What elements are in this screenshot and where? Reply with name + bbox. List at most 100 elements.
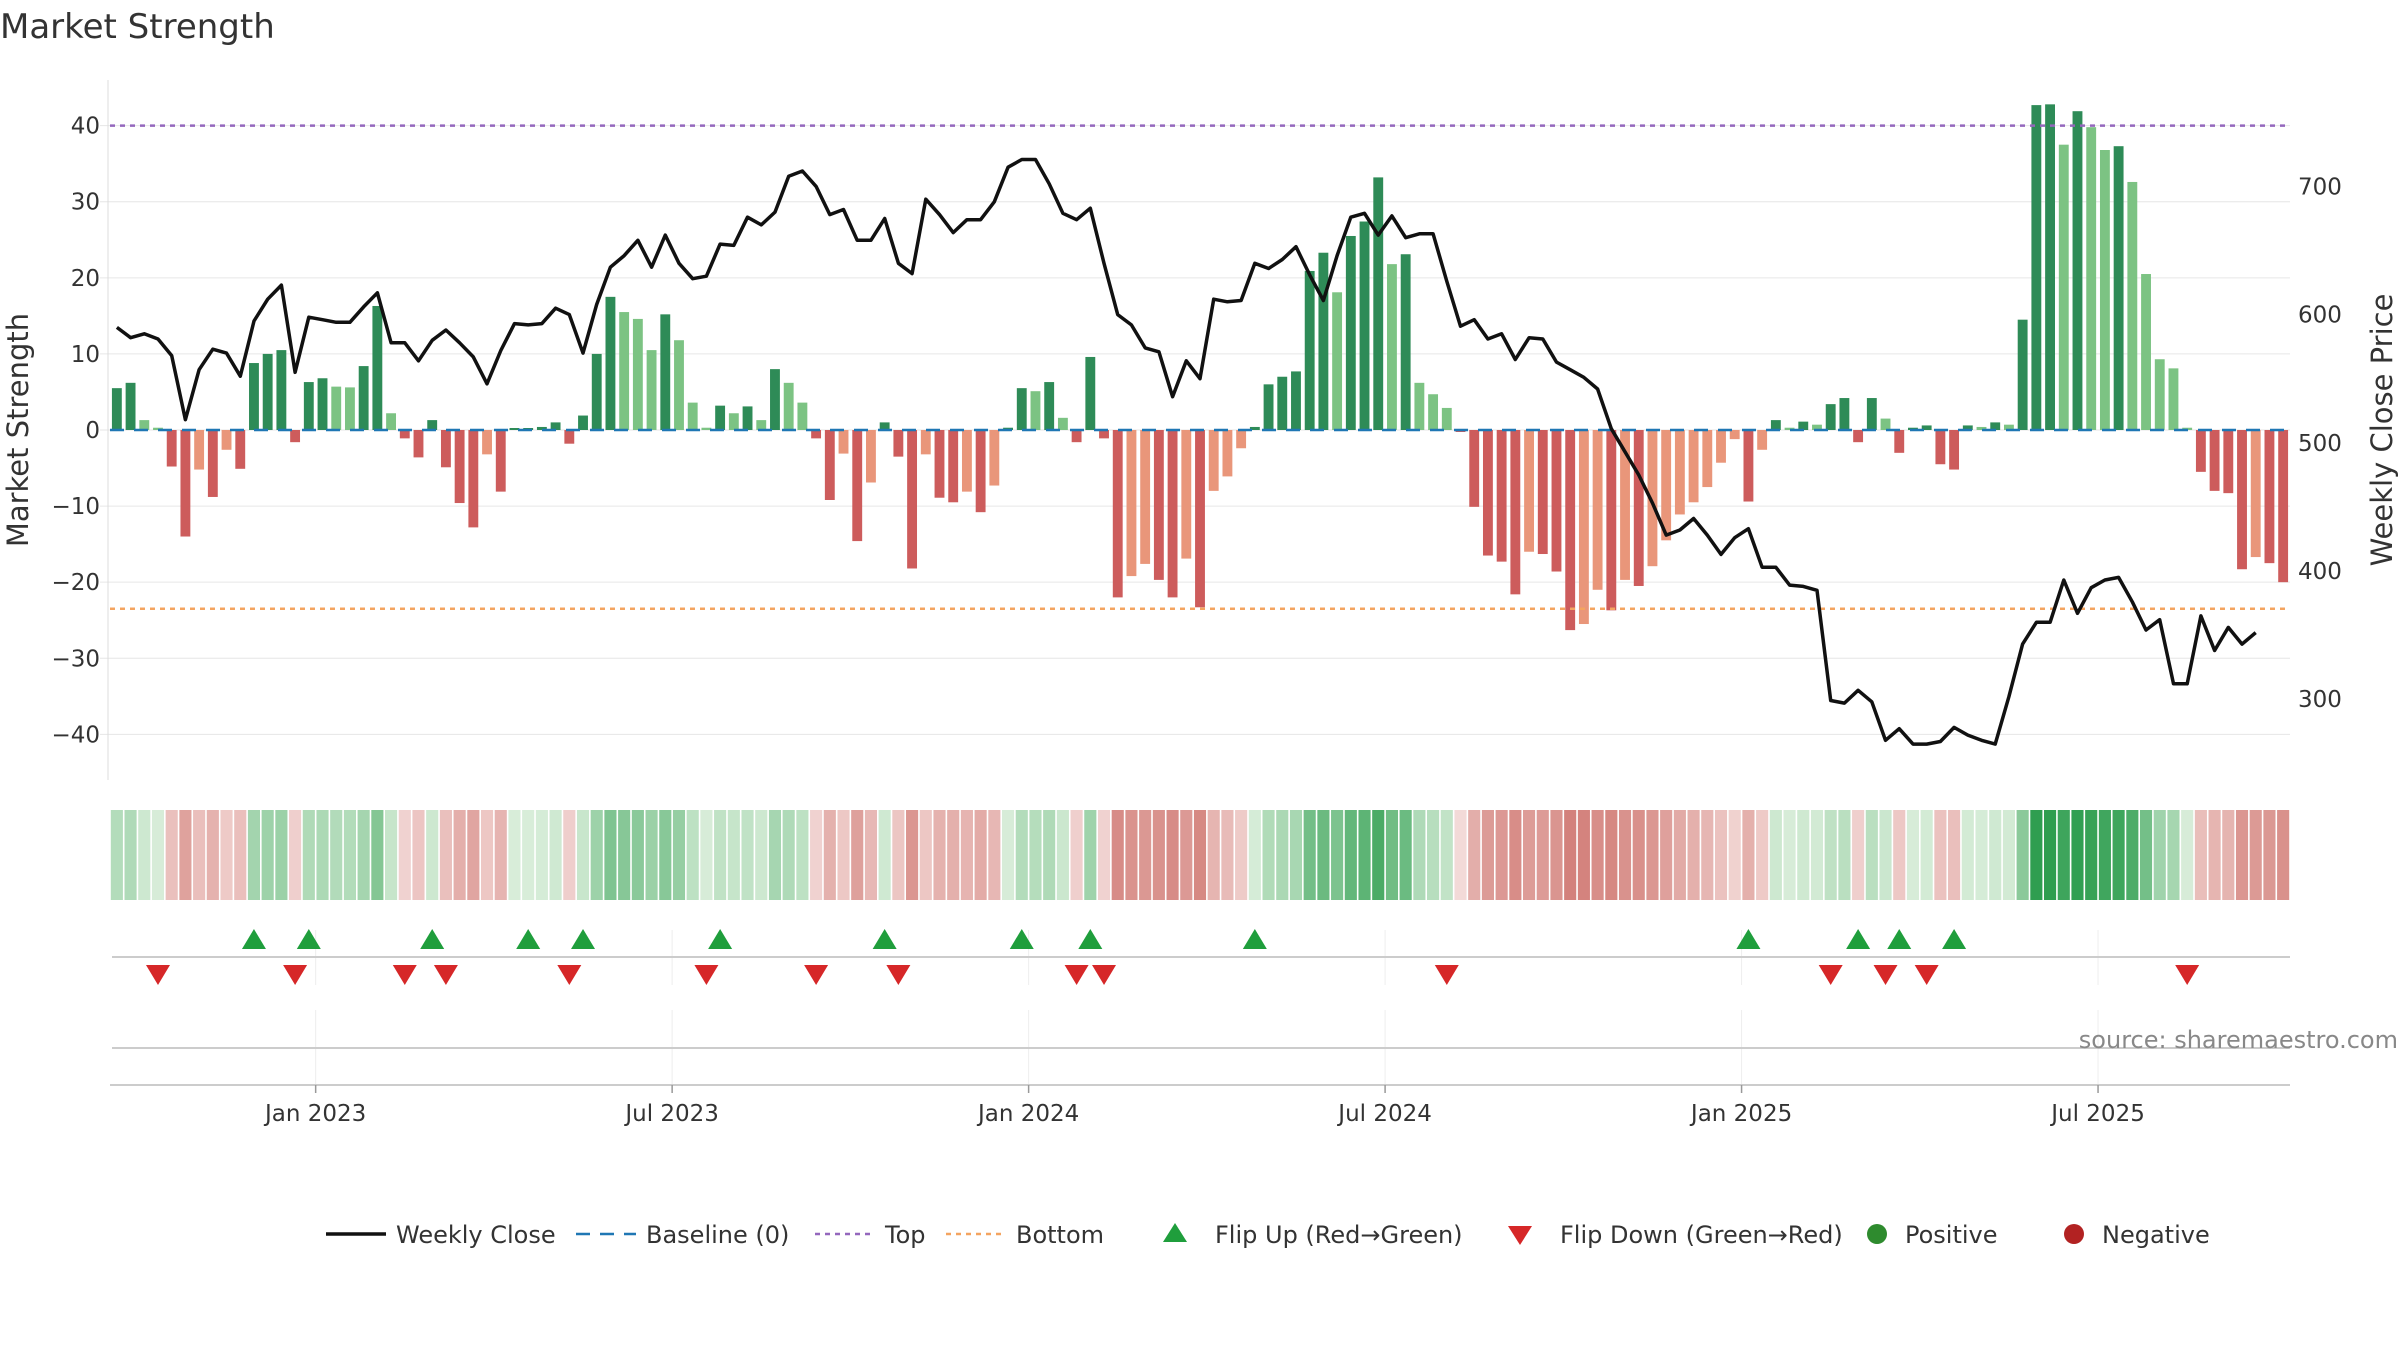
strength-bar [824, 430, 835, 500]
strength-bar [1291, 371, 1301, 430]
strength-bar [331, 386, 342, 430]
strength-bar [2278, 430, 2289, 583]
legend-swatch [1867, 1224, 1887, 1244]
legend-item-flipup: Flip Up (Red→Green) [1163, 1221, 1463, 1249]
heat-cell [1564, 810, 1577, 900]
strength-bar [920, 430, 931, 455]
chart-title: Market Strength [0, 7, 275, 47]
heat-cell [151, 810, 165, 900]
strength-bar [317, 378, 328, 430]
heat-cell [275, 810, 288, 900]
heat-cell [426, 810, 439, 900]
heat-cell [1536, 810, 1549, 900]
heat-cell [2126, 810, 2139, 900]
legend-item-baseline: Baseline (0) [576, 1221, 789, 1249]
heat-cell [1783, 810, 1796, 900]
heat-cell [1276, 810, 1289, 900]
heat-cell [1084, 810, 1097, 900]
legend-label: Bottom [1016, 1221, 1104, 1249]
heat-cell [892, 810, 905, 900]
heat-cell [2002, 810, 2015, 900]
heat-cell [1111, 810, 1124, 900]
flip-down-marker [1092, 965, 1117, 985]
strength-bar [1263, 384, 1274, 430]
strength-bar [1044, 382, 1055, 430]
heat-cell [247, 810, 261, 900]
heat-cell [535, 810, 548, 900]
flip-down-marker [392, 965, 417, 985]
strength-bar [2237, 430, 2247, 570]
heat-cell [1797, 810, 1810, 900]
heat-cell [1207, 810, 1220, 900]
heat-cell [124, 810, 137, 900]
heat-cell [1440, 810, 1453, 900]
heat-cell [727, 810, 740, 900]
x-tick-label: Jul 2024 [1336, 1101, 1432, 1127]
strength-bar [1551, 430, 1562, 572]
heat-cell [919, 810, 932, 900]
heat-cell [590, 810, 603, 900]
heat-cell [2071, 810, 2084, 900]
strength-bar [1674, 430, 1685, 515]
strength-bar [1153, 430, 1164, 580]
strength-bar [811, 430, 822, 439]
strength-bar [509, 428, 520, 430]
strength-bar [907, 430, 918, 569]
heat-cell [1673, 810, 1686, 900]
strength-bar [1770, 420, 1781, 430]
strength-bar [249, 363, 259, 430]
strength-bar [632, 318, 643, 430]
strength-bar [1222, 430, 1233, 477]
strength-bar [399, 430, 410, 439]
strength-bar [1716, 430, 1726, 463]
strength-bar [2223, 430, 2234, 494]
heat-cell [1865, 810, 1878, 900]
heat-cell [1893, 810, 1906, 900]
heat-cell [755, 810, 768, 900]
heat-cell [686, 810, 699, 900]
strength-bar [1208, 430, 1219, 491]
heat-cell [1331, 810, 1344, 900]
strength-bar [934, 430, 945, 498]
strength-bar [1921, 425, 1932, 430]
heat-cell [837, 810, 850, 900]
flip-markers [112, 929, 2290, 985]
left-tick-label: 30 [71, 190, 100, 216]
weekly-close-line [115, 157, 2257, 746]
flip-down-marker [694, 965, 719, 985]
heat-cell [823, 810, 836, 900]
legend: Weekly Close Baseline (0) Top Bottom Flip Up… [326, 1221, 2210, 1249]
heat-cell [933, 810, 946, 900]
heat-cell [1289, 810, 1303, 900]
heat-cell [549, 810, 562, 900]
heat-cell [385, 810, 398, 900]
strength-bar [1661, 430, 1672, 541]
reference-lines [110, 124, 2290, 611]
strength-bar [1387, 264, 1397, 430]
heat-cell [1344, 810, 1357, 900]
flip-up-marker [516, 929, 541, 949]
strength-bar [1620, 430, 1630, 580]
strength-bar [1249, 426, 1260, 430]
strength-bar [1482, 430, 1493, 556]
heat-cell [412, 810, 425, 900]
strength-bar [646, 350, 657, 430]
strength-bar [1414, 382, 1425, 430]
heat-cell [1509, 810, 1522, 900]
heat-cell [810, 810, 823, 900]
strength-bar [2113, 146, 2124, 430]
strength-bar [1592, 430, 1603, 590]
strength-bar [2003, 424, 2014, 430]
heat-cell [1427, 810, 1440, 900]
x-tick-label: Jan 2024 [976, 1101, 1079, 1127]
strength-bar [1990, 422, 2001, 430]
heat-cell [563, 810, 576, 900]
heat-cell [1235, 810, 1248, 900]
heat-strip [110, 810, 2290, 900]
strength-bar [194, 430, 205, 470]
heat-cell [1769, 810, 1782, 900]
heat-cell [179, 810, 192, 900]
heat-cell [1756, 810, 1769, 900]
strength-bar [2127, 181, 2138, 430]
